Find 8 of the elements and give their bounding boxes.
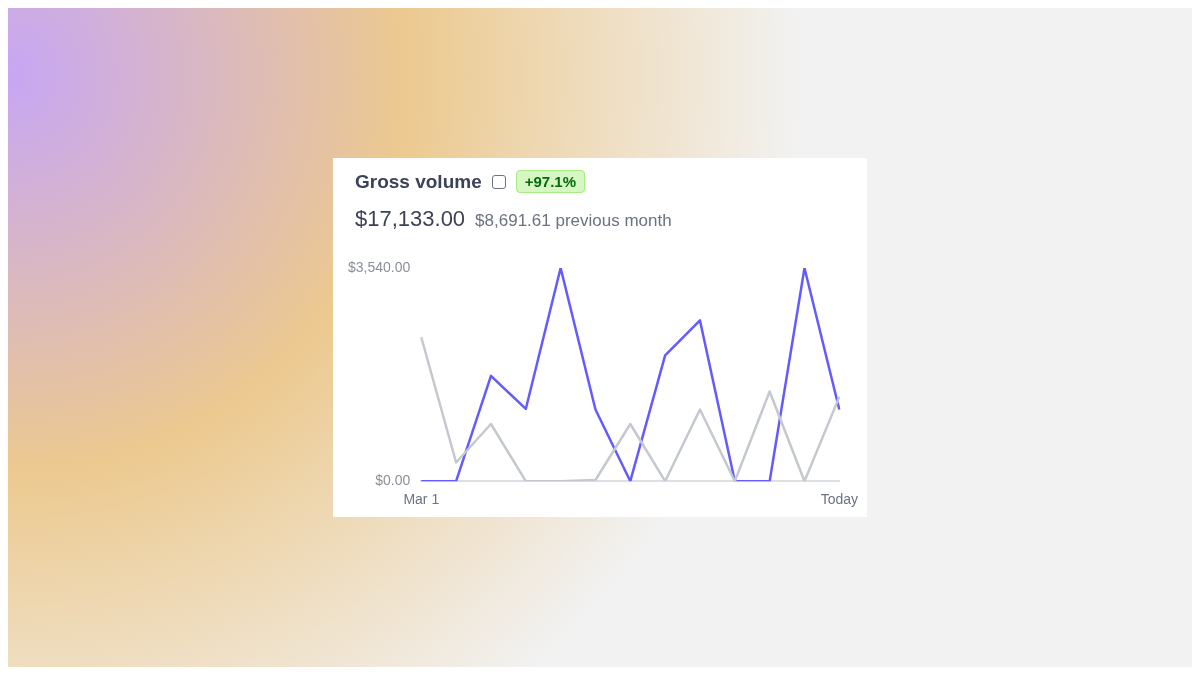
text: $8,691.61 previous month — [475, 211, 672, 231]
chart-subtitle: $17,133.00 — [355, 206, 466, 232]
x-tick-label: Today — [820, 491, 858, 508]
chart-title: Gross volume — [355, 170, 482, 193]
x-tick-label: Mar 1 — [403, 491, 440, 508]
y-tick-label: $3,540.00 — [347, 258, 411, 275]
text: +97.1% — [515, 170, 586, 193]
y-tick-label: $0.00 — [375, 472, 411, 489]
